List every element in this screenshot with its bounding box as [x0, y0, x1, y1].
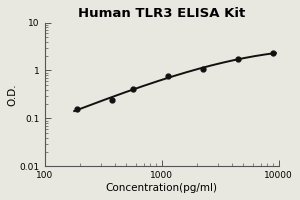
X-axis label: Concentration(pg/ml): Concentration(pg/ml) [106, 183, 218, 193]
Y-axis label: O.D.: O.D. [7, 83, 17, 106]
Title: Human TLR3 ELISA Kit: Human TLR3 ELISA Kit [78, 7, 245, 20]
